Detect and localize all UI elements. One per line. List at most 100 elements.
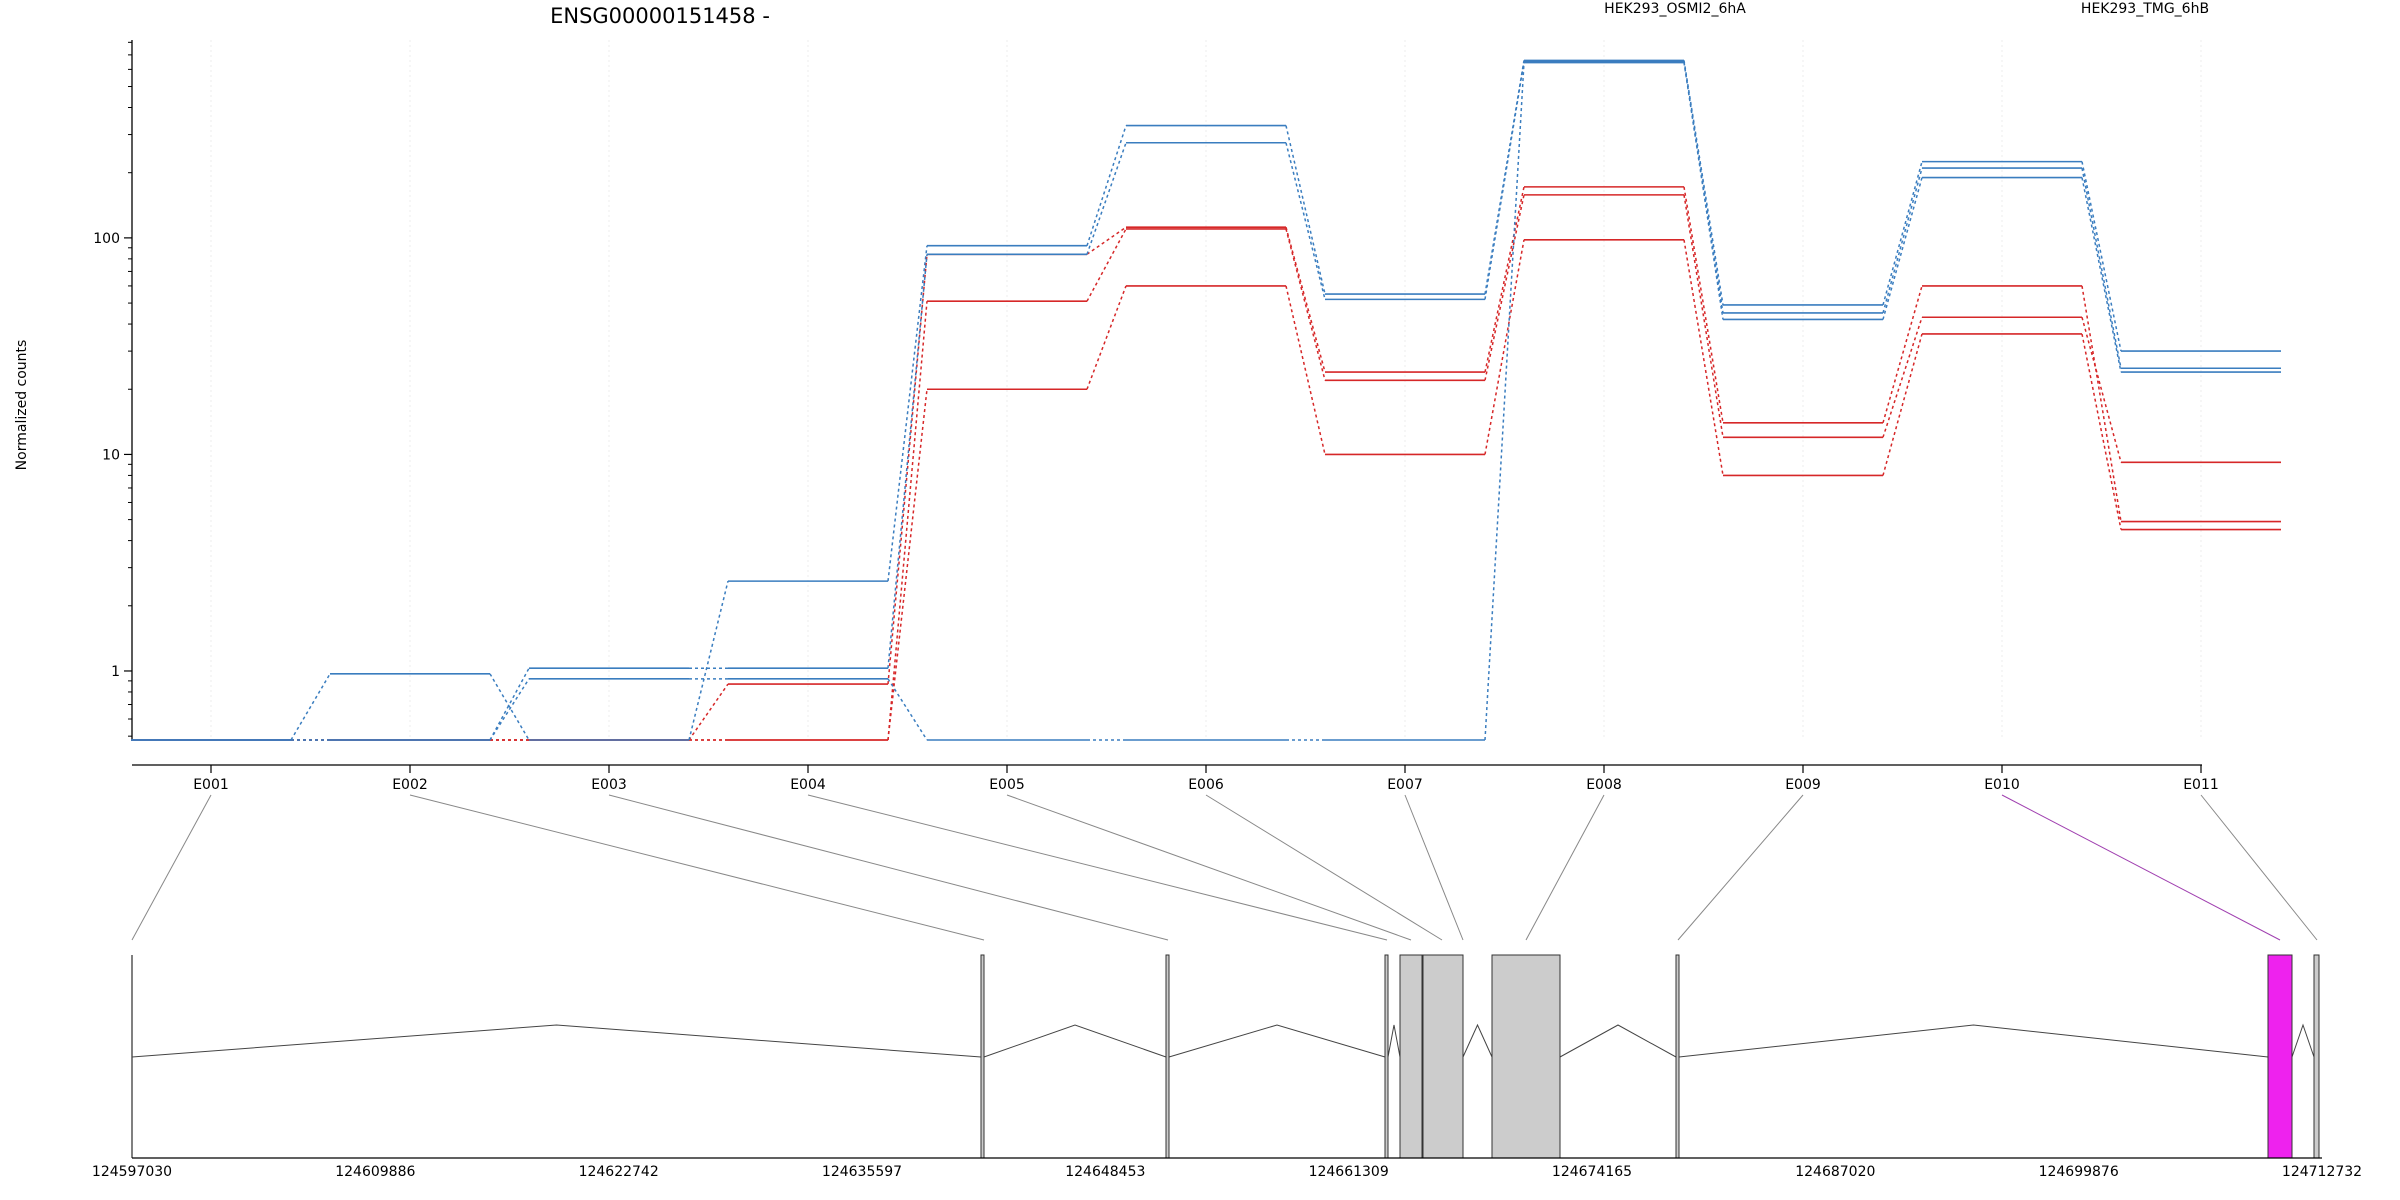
genomic-tick-label: 124597030 xyxy=(92,1164,172,1180)
exon-block-1 xyxy=(980,954,985,1159)
transition-e004 xyxy=(887,301,928,741)
transition-e006 xyxy=(1285,285,1326,455)
genomic-tick-label: 124687020 xyxy=(1795,1164,1875,1180)
legend-entry-osmi2: HEK293_OSMI2_6hA xyxy=(1604,1,1746,17)
genomic-axis: 124597030 124609886 124622742 124635597 1246… xyxy=(92,1157,2362,1180)
connector-e007 xyxy=(1404,794,1464,941)
exon-block-6 xyxy=(1491,954,1561,1159)
transition-e003 xyxy=(688,580,729,741)
transition-e001 xyxy=(290,673,331,741)
x-tick-label-e008: E008 xyxy=(1586,777,1622,793)
transition-e010 xyxy=(2081,317,2122,463)
intron xyxy=(131,1024,982,1058)
transition-e006 xyxy=(1285,228,1326,381)
transition-e009 xyxy=(1882,317,1923,438)
axes: 1 10 100 xyxy=(93,40,133,740)
y-tick-label-1: 1 xyxy=(111,664,120,680)
exon-block-5 xyxy=(1422,954,1464,1159)
x-tick-label-e010: E010 xyxy=(1984,777,2020,793)
genomic-tick-label: 124674165 xyxy=(1552,1164,1632,1180)
transition-e009 xyxy=(1882,333,1923,476)
gridlines xyxy=(210,40,2202,740)
transition-e008 xyxy=(1683,239,1724,476)
y-tick-label-10: 10 xyxy=(102,447,120,463)
exon-axis: E001 E002 E003 E004 E005 E006 E007 E008 E009 E010… xyxy=(132,764,2219,793)
transition-e007 xyxy=(1484,194,1525,381)
connector-e005 xyxy=(1006,794,1412,941)
transition-e008 xyxy=(1683,194,1724,438)
exon-block-3 xyxy=(1384,954,1389,1159)
x-tick-label-e007: E007 xyxy=(1387,777,1423,793)
transition-e010 xyxy=(2081,333,2122,530)
transition-e009 xyxy=(1882,161,1923,306)
intron xyxy=(1462,1023,1493,1058)
transition-e004 xyxy=(887,678,928,741)
y-tick-label-100: 100 xyxy=(93,231,120,247)
intron xyxy=(1559,1024,1677,1058)
intron xyxy=(1168,1024,1386,1058)
transition-e007 xyxy=(1484,186,1525,373)
transition-e008 xyxy=(1683,60,1724,306)
series-lines xyxy=(131,59,2281,741)
transition-e005 xyxy=(1086,228,1127,302)
transition-e007 xyxy=(1484,62,1525,741)
transition-e010 xyxy=(2081,177,2122,373)
legend-entry-tmg: HEK293_TMG_6hB xyxy=(2081,1,2209,17)
connector-e004 xyxy=(807,794,1388,941)
x-tick-label-e002: E002 xyxy=(392,777,428,793)
intron xyxy=(983,1024,1167,1058)
transition-e006 xyxy=(1285,125,1326,295)
exon-block-2 xyxy=(1165,954,1170,1159)
exon-block-9 xyxy=(2313,954,2320,1159)
intron xyxy=(1678,1024,2269,1058)
transition-e005 xyxy=(1086,142,1127,255)
connector-e011 xyxy=(2200,794,2318,941)
transition-e008 xyxy=(1683,186,1724,423)
genomic-tick-label: 124635597 xyxy=(822,1164,902,1180)
transition-e009 xyxy=(1882,285,1923,423)
transition-e007 xyxy=(1484,61,1525,300)
intron xyxy=(2291,1023,2315,1058)
x-tick-label-e003: E003 xyxy=(591,777,627,793)
transition-e007 xyxy=(1484,239,1525,455)
x-tick-label-e009: E009 xyxy=(1785,777,1821,793)
gene-model xyxy=(131,954,2320,1159)
chart-title: ENSG00000151458 - xyxy=(550,4,770,28)
connector-e006 xyxy=(1205,794,1443,941)
intron xyxy=(1387,1024,1401,1058)
series-osmi2-0 xyxy=(131,186,2281,741)
genomic-tick-label: 124712732 xyxy=(2282,1164,2362,1180)
genomic-tick-label: 124661309 xyxy=(1309,1164,1389,1180)
transition-e005 xyxy=(1086,226,1127,255)
series-osmi2-2 xyxy=(131,238,2281,741)
connector-e001 xyxy=(131,794,212,941)
transition-e002 xyxy=(489,678,530,741)
x-tick-label-e001: E001 xyxy=(193,777,229,793)
connector-e003 xyxy=(608,794,1169,941)
exon-block-7 xyxy=(1675,954,1680,1159)
x-tick-label-e011: E011 xyxy=(2183,777,2219,793)
transition-e005 xyxy=(1086,285,1127,390)
transition-e002 xyxy=(489,667,530,741)
series-tmg-5 xyxy=(131,61,2281,741)
transition-e005 xyxy=(1086,125,1127,246)
connector-e008 xyxy=(1525,794,1605,941)
genomic-tick-label: 124622742 xyxy=(579,1164,659,1180)
exon-connectors xyxy=(131,794,2318,941)
transition-e008 xyxy=(1683,62,1724,320)
transition-e004 xyxy=(887,245,928,582)
transition-e009 xyxy=(1882,167,1923,314)
genomic-tick-label: 124609886 xyxy=(335,1164,415,1180)
transition-e009 xyxy=(1882,177,1923,320)
transition-e004 xyxy=(887,389,928,741)
genomic-tick-label: 124648453 xyxy=(1065,1164,1145,1180)
x-tick-label-e006: E006 xyxy=(1188,777,1224,793)
transition-e002 xyxy=(489,673,530,741)
transition-e010 xyxy=(2081,161,2122,352)
x-tick-label-e004: E004 xyxy=(790,777,826,793)
connector-e009 xyxy=(1677,794,1804,941)
exon-block-8 xyxy=(2267,954,2293,1159)
transition-e010 xyxy=(2081,285,2122,522)
transition-e006 xyxy=(1285,227,1326,373)
